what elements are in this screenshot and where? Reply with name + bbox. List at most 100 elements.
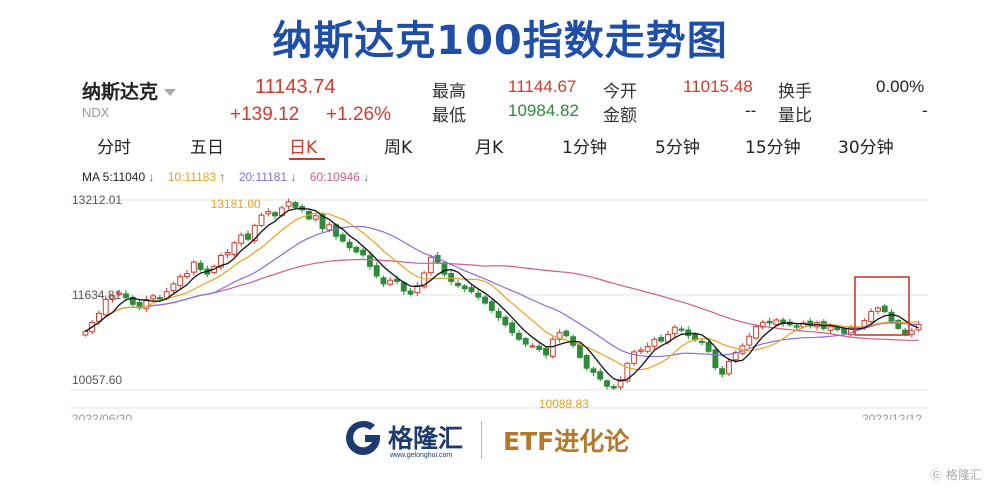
- tab-weekly-k[interactable]: 周K: [384, 138, 413, 158]
- candle-body: [610, 386, 617, 389]
- candle: [651, 337, 658, 350]
- candle-body: [651, 338, 658, 347]
- tab-daily-k[interactable]: 日K: [289, 138, 318, 158]
- candle: [414, 281, 421, 297]
- amount-value: --: [745, 101, 757, 120]
- candle: [245, 230, 251, 242]
- candle: [366, 252, 373, 270]
- candle: [231, 241, 238, 257]
- candle: [543, 346, 549, 359]
- candle-body: [631, 351, 638, 364]
- candle: [272, 210, 279, 220]
- candle-body: [529, 345, 536, 348]
- candle: [238, 232, 245, 247]
- candle: [102, 295, 109, 317]
- candle-body: [468, 287, 475, 293]
- candle: [753, 324, 759, 340]
- x-start-label: 2022/06/30: [72, 412, 132, 420]
- arrow-down-icon: ↓: [363, 170, 370, 184]
- amount-label: 金额: [603, 106, 637, 126]
- chevron-down-icon[interactable]: [164, 89, 177, 96]
- candle: [766, 317, 773, 327]
- candle: [251, 223, 258, 244]
- highlight-box: [854, 276, 910, 336]
- candle-body: [143, 299, 150, 310]
- candle-body: [116, 292, 123, 295]
- candle: [644, 342, 651, 354]
- candle-body: [543, 347, 549, 356]
- high-value: 11144.67: [508, 77, 577, 96]
- candle-body: [725, 361, 732, 375]
- candle-body: [719, 368, 726, 375]
- candle: [495, 307, 502, 322]
- candle-body: [394, 278, 400, 282]
- candle: [807, 317, 814, 329]
- candle: [339, 232, 346, 243]
- tab-5min[interactable]: 5分钟: [655, 138, 700, 158]
- candle-body: [522, 338, 529, 345]
- candle-body: [556, 332, 563, 340]
- ma20-legend: 20:11181 ↓: [238, 170, 297, 184]
- candle-body: [326, 224, 333, 231]
- ma10-legend: 10:11183 ↑: [167, 170, 226, 184]
- arrow-up-icon: ↑: [219, 170, 226, 184]
- candle-body: [360, 249, 367, 256]
- candle: [556, 329, 563, 343]
- gelonghui-logo-text: 格隆汇: [388, 424, 464, 453]
- candle-body: [509, 322, 516, 334]
- candle: [549, 336, 556, 359]
- period-tabs: 分时 五日 日K 周K 月K 1分钟 5分钟 15分钟 30分钟: [0, 128, 1000, 162]
- candle-body: [109, 295, 116, 301]
- kline-chart[interactable]: 13212.01 11634.81 10057.60 2022/06/30 2022/1…: [0, 185, 1000, 420]
- candle: [529, 343, 536, 348]
- candle: [617, 376, 624, 390]
- tab-monthly-k[interactable]: 月K: [475, 138, 504, 158]
- y-tick-label: 10057.60: [72, 373, 122, 387]
- candle: [136, 299, 143, 311]
- tab-15min[interactable]: 15分钟: [745, 138, 801, 158]
- candle-body: [502, 316, 509, 326]
- candle-body: [482, 296, 489, 304]
- candle-body: [847, 327, 854, 336]
- candle-body: [339, 234, 346, 242]
- tab-30min[interactable]: 30分钟: [838, 138, 894, 158]
- candle-body: [698, 340, 705, 344]
- candle-body: [231, 242, 238, 255]
- y-tick-label: 11634.81: [72, 288, 121, 302]
- candle-body: [123, 293, 129, 299]
- candle: [793, 324, 800, 331]
- candle-body: [245, 233, 251, 240]
- candle-body: [177, 276, 184, 286]
- candle-body: [373, 265, 380, 277]
- candle-body: [319, 214, 326, 229]
- candle-body: [95, 312, 102, 322]
- ma-lines: [85, 207, 919, 382]
- turnover-label: 换手: [778, 82, 812, 102]
- candle-body: [902, 329, 909, 335]
- candle-body: [576, 344, 583, 358]
- tab-timeshare[interactable]: 分时: [97, 138, 131, 158]
- candle-body: [380, 277, 387, 285]
- watermark: Ⓖ 格隆汇: [930, 468, 982, 482]
- candle: [217, 252, 224, 270]
- candle-body: [285, 201, 292, 207]
- arrow-down-icon: ↓: [148, 170, 155, 184]
- candle-body: [184, 273, 190, 278]
- candle-body: [875, 307, 881, 312]
- candle-body: [753, 326, 759, 339]
- page-title: 纳斯达克100指数走势图: [272, 18, 728, 64]
- candle-body: [129, 296, 136, 305]
- gelonghui-logo-icon: [346, 420, 380, 455]
- stock-name[interactable]: 纳斯达克: [82, 77, 177, 104]
- candle: [895, 318, 902, 330]
- candle-body: [861, 320, 868, 327]
- candle: [563, 329, 570, 338]
- tab-1min[interactable]: 1分钟: [562, 138, 607, 158]
- tab-5day[interactable]: 五日: [190, 138, 224, 158]
- candle: [360, 247, 367, 258]
- ma-legend: MA 5:11040 ↓ 10:11183 ↑ 20:11181 ↓ 60:10…: [82, 170, 379, 184]
- candle: [868, 308, 875, 324]
- candle-body: [637, 349, 644, 352]
- candle-body: [292, 202, 299, 208]
- candle: [698, 338, 705, 346]
